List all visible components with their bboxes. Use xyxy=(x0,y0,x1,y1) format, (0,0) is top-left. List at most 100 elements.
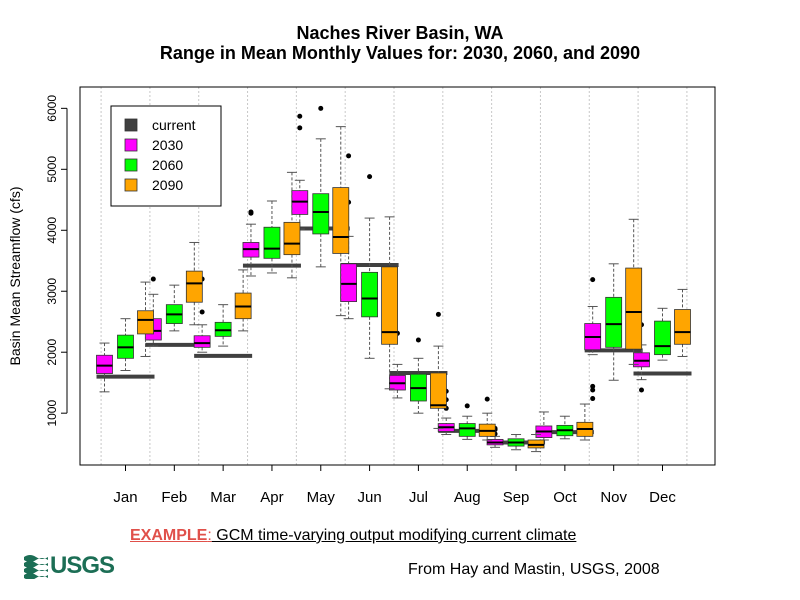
box-iqr xyxy=(674,309,691,345)
legend-swatch xyxy=(124,158,138,172)
box-2060-Aug xyxy=(458,403,476,440)
x-tick-label: Sep xyxy=(503,489,530,506)
box-iqr xyxy=(193,335,211,348)
box-2090-Aug xyxy=(478,396,496,441)
box-iqr xyxy=(263,226,281,259)
box-2060-Jan xyxy=(117,318,134,371)
y-tick-label: 5000 xyxy=(45,156,59,183)
box-2090-Jul xyxy=(430,311,447,429)
box-iqr xyxy=(654,320,671,356)
caption-text: GCM time-varying output modifying curren… xyxy=(211,527,577,544)
legend-swatch xyxy=(124,178,138,192)
box-2030-Nov xyxy=(584,277,602,402)
outlier-point xyxy=(415,337,421,343)
outlier-point xyxy=(590,387,596,393)
legend-label: 2090 xyxy=(152,177,183,193)
box-2090-Dec xyxy=(674,288,691,357)
box-iqr xyxy=(430,372,447,409)
box-iqr xyxy=(96,354,113,374)
x-tick-label: Oct xyxy=(553,489,577,506)
box-iqr xyxy=(458,423,476,437)
box-iqr xyxy=(625,267,643,350)
x-tick-label: Jul xyxy=(409,489,428,506)
box-2060-Mar xyxy=(214,304,232,347)
box-2030-Jan xyxy=(96,342,113,393)
outlier-point xyxy=(248,209,254,215)
outlier-point xyxy=(484,396,490,402)
box-2090-Feb xyxy=(185,241,203,326)
box-2030-May xyxy=(291,113,309,230)
box-2060-Jul xyxy=(410,337,427,414)
box-2090-Jun xyxy=(381,216,398,390)
box-iqr xyxy=(312,193,330,235)
legend-label: 2030 xyxy=(152,137,183,153)
box-iqr xyxy=(361,271,378,318)
box-iqr xyxy=(283,221,301,256)
chart-subtitle: Range in Mean Monthly Values for: 2030, … xyxy=(159,43,641,63)
x-tick-label: May xyxy=(307,489,336,506)
x-tick-label: Apr xyxy=(260,489,283,506)
caption-separator: : xyxy=(207,527,212,544)
usgs-logo-text: USGS xyxy=(50,552,115,579)
y-tick-label: 4000 xyxy=(45,217,59,244)
box-2030-Dec xyxy=(633,322,650,393)
legend-label: current xyxy=(152,117,196,133)
box-2090-Jan xyxy=(137,281,154,357)
box-2090-Sep xyxy=(527,434,545,453)
outlier-point xyxy=(435,311,441,317)
box-2090-Apr xyxy=(283,171,301,279)
box-2060-Oct xyxy=(556,415,574,440)
box-2060-Nov xyxy=(605,263,623,381)
box-2060-Feb xyxy=(165,284,183,332)
box-iqr xyxy=(332,187,350,254)
usgs-wave-icon xyxy=(24,555,48,579)
legend-swatch xyxy=(124,138,138,152)
box-2030-Apr xyxy=(242,209,260,277)
outlier-point xyxy=(590,396,596,402)
box-2030-Jun xyxy=(340,153,357,320)
outlier-point xyxy=(367,174,373,180)
caption: EXAMPLE: GCM time-varying output modifyi… xyxy=(130,527,576,545)
x-tick-label: Aug xyxy=(454,489,481,506)
x-tick-label: Nov xyxy=(600,489,627,506)
outlier-point xyxy=(639,387,644,393)
outlier-point xyxy=(590,277,596,283)
box-iqr xyxy=(605,296,623,348)
y-tick-label: 6000 xyxy=(45,95,59,122)
outlier-point xyxy=(346,153,352,159)
outlier-point xyxy=(464,403,470,409)
box-2030-Oct xyxy=(535,411,553,441)
outlier-point xyxy=(199,309,205,315)
legend-swatch xyxy=(124,118,138,132)
y-axis-label: Basin Mean Streamflow (cfs) xyxy=(7,187,23,366)
legend-label: 2060 xyxy=(152,157,183,173)
box-iqr xyxy=(185,270,203,303)
x-tick-label: Mar xyxy=(210,489,236,506)
x-tick-label: Jan xyxy=(113,489,137,506)
plot-layer xyxy=(96,105,692,453)
chart-title: Naches River Basin, WA xyxy=(296,23,504,43)
caption-lead: EXAMPLE xyxy=(130,527,208,544)
box-2060-Jun xyxy=(361,174,378,359)
y-tick-label: 1000 xyxy=(45,400,59,427)
x-tick-label: Jun xyxy=(357,489,381,506)
box-2090-Oct xyxy=(576,403,594,441)
box-2060-Sep xyxy=(507,434,525,451)
legend: current 2030 2060 2090 xyxy=(110,105,222,207)
box-2090-May xyxy=(332,126,350,317)
box-2060-May xyxy=(312,105,330,268)
outlier-point xyxy=(297,125,303,131)
citation: From Hay and Mastin, USGS, 2008 xyxy=(408,561,660,578)
box-iqr xyxy=(340,263,357,303)
y-tick-label: 2000 xyxy=(45,339,59,366)
box-2090-Mar xyxy=(234,269,252,332)
outlier-point xyxy=(318,105,324,111)
box-2060-Apr xyxy=(263,200,281,274)
box-iqr xyxy=(381,266,398,345)
outlier-point xyxy=(590,383,596,389)
x-tick-label: Feb xyxy=(161,489,187,506)
axis-layer: 1000 2000 3000 4000 5000 6000 Jan Feb Mar Apr May J… xyxy=(45,95,676,506)
outlier-point xyxy=(150,276,156,282)
box-iqr xyxy=(137,310,154,335)
